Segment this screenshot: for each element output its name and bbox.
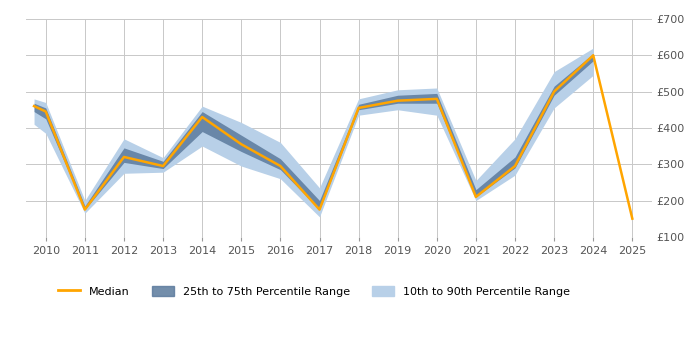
Legend: Median, 25th to 75th Percentile Range, 10th to 90th Percentile Range: Median, 25th to 75th Percentile Range, 1… bbox=[53, 281, 575, 301]
